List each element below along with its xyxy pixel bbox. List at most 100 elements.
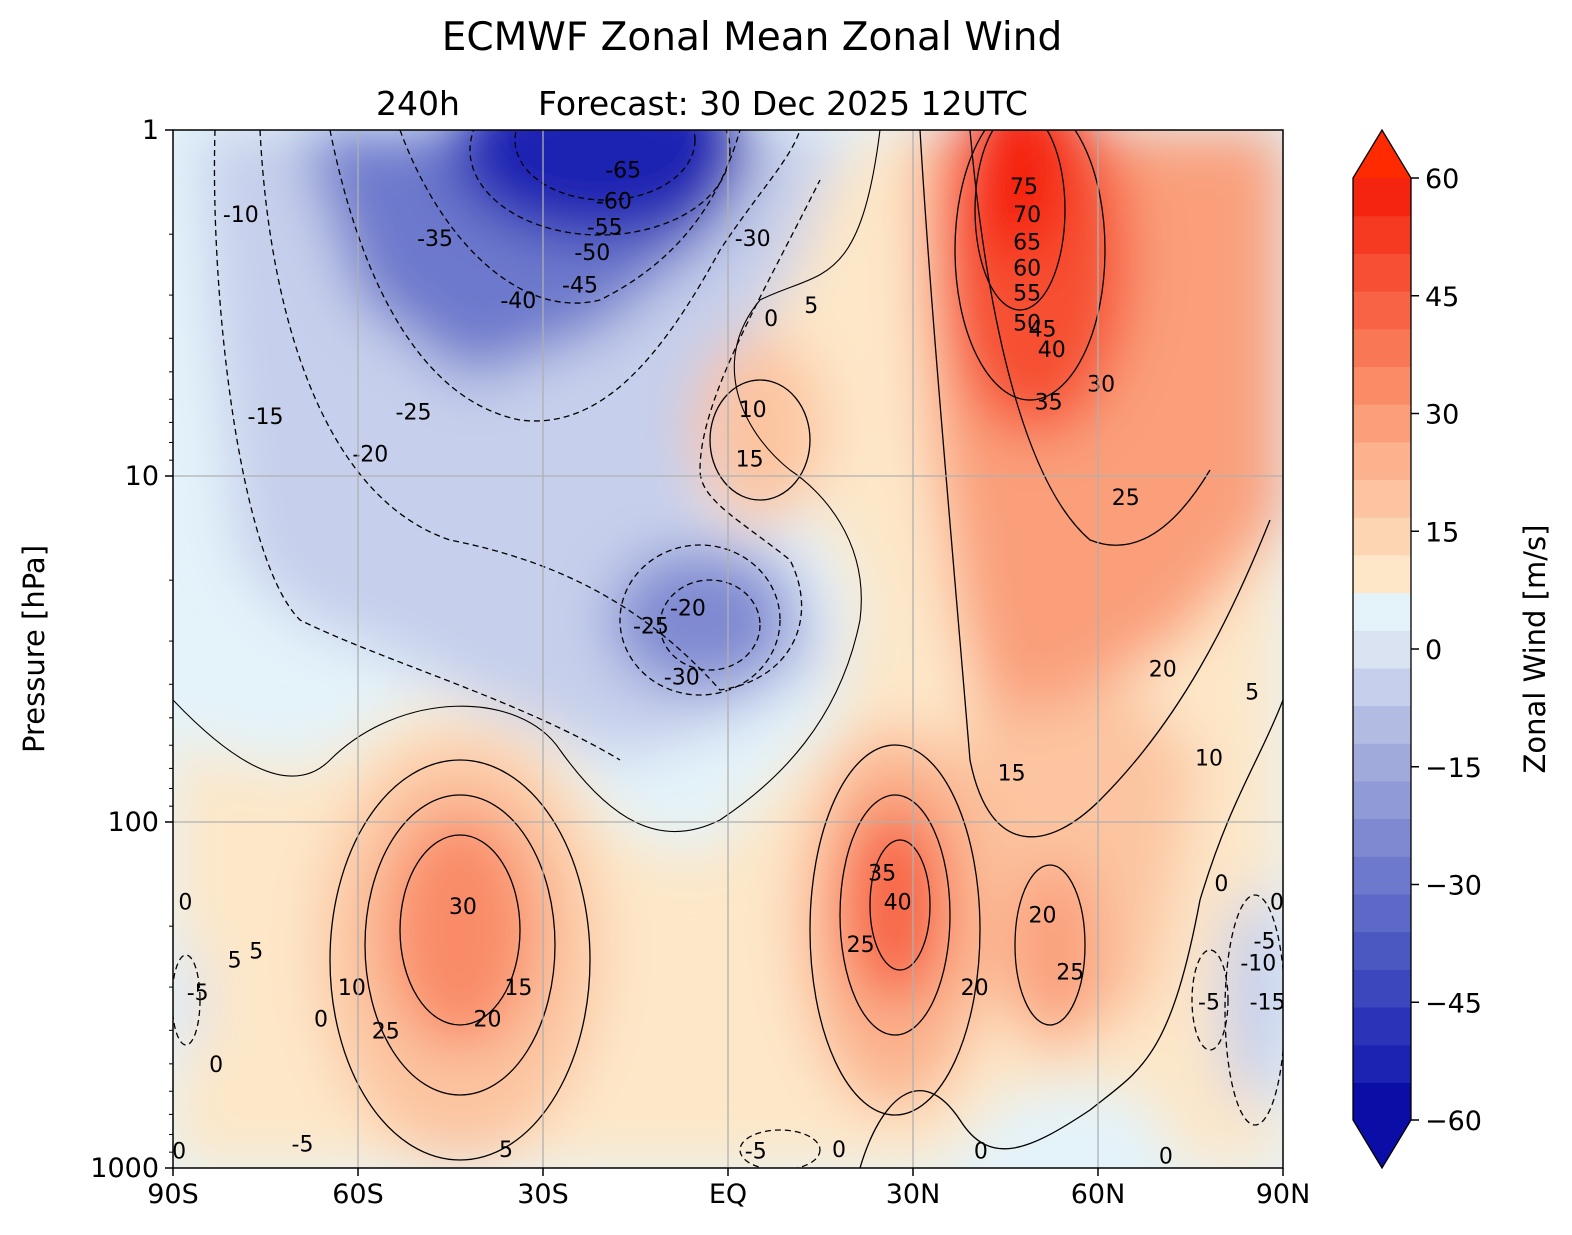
y-tick-label: 10 — [125, 461, 159, 492]
contour-label: 20 — [474, 1008, 502, 1033]
contour-label: 45 — [1029, 318, 1057, 343]
colorbar-ticks: 60 45 30 15 0 −15 −30 −45 −60 — [1411, 164, 1482, 1137]
contour-label: 25 — [1056, 960, 1084, 985]
nh-strat-jet-max — [960, 130, 1070, 260]
colorbar-tick-label: −30 — [1425, 871, 1482, 902]
y-axis: 1 10 100 1000 — [90, 115, 173, 1184]
colorbar-swatch — [1353, 328, 1411, 367]
plot-area: -65-60-55-50-45-40-35 -30-10-15 -25-200510… — [173, 130, 1286, 1168]
contour-label: 25 — [847, 933, 875, 958]
contour-label: 0 — [178, 891, 192, 916]
contour-label: 10 — [338, 976, 366, 1001]
easterly-max — [450, 130, 750, 240]
contour-line — [364, 794, 556, 1096]
contour-line — [259, 130, 821, 691]
contour-line — [619, 544, 781, 696]
colorbar-swatch — [1353, 705, 1411, 744]
colorbar-tick-label: 60 — [1425, 164, 1459, 195]
contour-line — [329, 759, 591, 1161]
contour-label: -50 — [574, 241, 610, 266]
contour-line — [1191, 949, 1229, 1051]
y-tick-label: 100 — [107, 807, 159, 838]
contour-label: -5 — [187, 981, 209, 1006]
colorbar-swatch — [1353, 931, 1411, 970]
y-tick-label: 1000 — [90, 1153, 159, 1184]
tropical-westerly — [695, 335, 825, 525]
contour-label: -15 — [1250, 990, 1286, 1015]
colorbar-extend-min — [1353, 1120, 1411, 1168]
colorbar-tick-label: −15 — [1425, 753, 1482, 784]
contour-label: 0 — [1270, 891, 1284, 916]
wind-field — [173, 130, 1283, 1168]
x-axis: 90S 60S 30S EQ 30N 60N 90N — [147, 1168, 1310, 1210]
colorbar-swatch — [1353, 780, 1411, 820]
sh-jet-core — [385, 810, 535, 1050]
colorbar — [1352, 128, 1412, 1170]
colorbar-swatch — [1353, 743, 1411, 782]
contour-line — [469, 130, 731, 236]
contour-label: 25 — [1112, 486, 1140, 511]
colorbar-swatch — [1353, 554, 1411, 594]
contour-label: -10 — [1240, 952, 1276, 977]
contour-label: -30 — [735, 227, 771, 252]
contour-line — [974, 130, 1066, 311]
chart-subtitle: Forecast: 30 Dec 2025 12UTC — [538, 84, 1028, 123]
colorbar-tick-label: −60 — [1425, 1106, 1482, 1137]
colorbar-swatch — [1353, 178, 1411, 217]
colorbar-tick-label: 0 — [1425, 635, 1442, 666]
contour-label: 60 — [1013, 257, 1041, 282]
colorbar-swatch — [1353, 479, 1411, 518]
contour-label: 0 — [1214, 872, 1228, 897]
contour-line — [173, 130, 881, 833]
contour-label: 10 — [1195, 746, 1223, 771]
colorbar-tick-label: 45 — [1425, 282, 1459, 313]
colorbar-swatch — [1353, 291, 1411, 330]
contour-label: -15 — [248, 405, 284, 430]
colorbar-swatch — [1353, 517, 1411, 556]
contour-line — [399, 130, 741, 304]
contour-label: 20 — [1149, 657, 1177, 682]
contour-label: 0 — [832, 1138, 846, 1163]
contour-line — [839, 794, 951, 1036]
contour-line — [659, 579, 761, 671]
colorbar-swatch — [1353, 630, 1411, 669]
contour-label: 35 — [1035, 391, 1063, 416]
x-tick-label: 90S — [147, 1179, 199, 1210]
contour-label: -55 — [587, 215, 623, 240]
contour-line — [919, 130, 1271, 838]
colorbar-swatch — [1353, 215, 1411, 254]
y-tick-label: 1 — [142, 115, 159, 146]
contour-label: 40 — [884, 891, 912, 916]
colorbar-extend-max — [1353, 130, 1411, 178]
tropical-easterly-core — [610, 550, 790, 690]
contour-lines — [173, 130, 1283, 1168]
x-tick-label: 30S — [517, 1179, 569, 1210]
contour-label: 0 — [764, 307, 778, 332]
colorbar-swatch — [1353, 667, 1411, 707]
contour-label: -5 — [745, 1139, 767, 1164]
nh-jet-core — [845, 805, 945, 1005]
y-axis-label: Pressure [hPa] — [17, 545, 51, 753]
x-tick-label: 30N — [886, 1179, 941, 1210]
contour-line — [1014, 864, 1086, 1026]
contour-label: 55 — [1013, 282, 1041, 307]
contour-labels: -65-60-55-50-45-40-35 -30-10-15 -25-200510… — [173, 158, 1286, 1168]
contour-line — [969, 130, 1211, 546]
x-tick-label: 90N — [1256, 1179, 1311, 1210]
x-tick-label: 60S — [332, 1179, 384, 1210]
contour-label: 5 — [249, 939, 263, 964]
colorbar-swatch — [1353, 441, 1411, 481]
contour-line — [954, 130, 1106, 401]
contour-line — [709, 379, 811, 501]
contour-line — [1224, 894, 1283, 1126]
contour-label: 20 — [1029, 903, 1057, 928]
contour-line — [809, 744, 981, 1116]
nh-jet-25 — [1010, 860, 1100, 1040]
contour-line — [173, 954, 201, 1046]
contour-label: 15 — [736, 447, 764, 472]
colorbar-swatch — [1353, 1044, 1411, 1083]
colorbar-tick-label: 15 — [1425, 517, 1459, 548]
contour-label: 0 — [209, 1053, 223, 1078]
contour-label: 5 — [499, 1138, 513, 1163]
